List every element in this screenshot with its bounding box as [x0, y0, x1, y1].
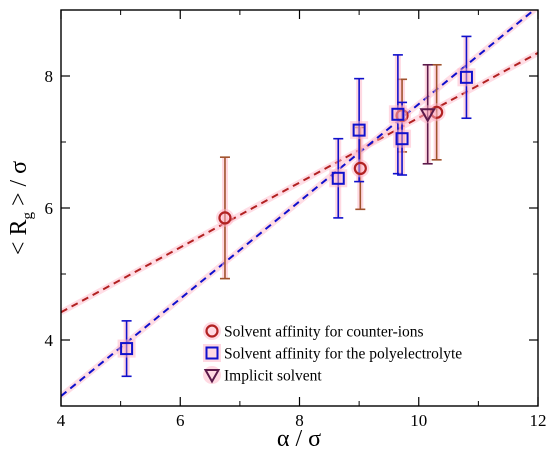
legend-label-2: Implicit solvent — [224, 368, 322, 385]
y-tick-label: 4 — [45, 331, 54, 350]
data-point — [418, 105, 437, 124]
legend-label-0: Solvent affinity for counter-ions — [224, 324, 424, 341]
legend: Solvent affinity for counter-ions Solvent… — [203, 322, 462, 385]
legend-label-1: Solvent affinity for the polyelectrolyte — [224, 346, 462, 363]
data-point — [215, 208, 234, 227]
x-tick-label: 12 — [530, 411, 547, 430]
y-axis-label-main: < R — [6, 220, 32, 256]
y-tick-label: 6 — [45, 199, 54, 218]
data-point — [457, 68, 476, 87]
x-tick-label: 10 — [410, 411, 427, 430]
marker-triangle — [203, 369, 221, 384]
marker-square — [395, 132, 409, 146]
legend-marker-0 — [203, 322, 221, 340]
y-tick-label: 8 — [45, 67, 54, 86]
x-tick-label: 4 — [57, 411, 66, 430]
data-point — [117, 339, 136, 358]
legend-marker-2 — [203, 366, 221, 384]
x-tick-label: 6 — [176, 411, 185, 430]
fit-line-0 — [61, 52, 538, 314]
x-tick-label: 8 — [295, 411, 304, 430]
data-point — [329, 169, 348, 188]
x-axis-label: α / σ — [277, 426, 321, 452]
marker-square — [459, 70, 473, 84]
fit-line-1 — [61, 10, 536, 397]
marker-square — [120, 342, 134, 356]
y-axis-label-subscript: g — [20, 212, 36, 220]
y-axis-label-tail: > / σ — [6, 161, 32, 212]
data-point — [388, 105, 407, 124]
marker-square — [205, 346, 219, 360]
marker-circle — [353, 161, 367, 175]
marker-triangle — [419, 108, 436, 123]
data-point — [351, 159, 370, 178]
data-point — [350, 121, 369, 140]
marker-square — [331, 171, 345, 185]
data-point — [393, 129, 412, 148]
marker-square — [352, 123, 366, 137]
marker-circle — [218, 211, 232, 225]
legend-marker-1 — [203, 344, 221, 362]
marker-square — [391, 107, 405, 121]
y-axis-label: < Rg > / σ — [6, 161, 36, 255]
marker-circle — [205, 324, 219, 338]
